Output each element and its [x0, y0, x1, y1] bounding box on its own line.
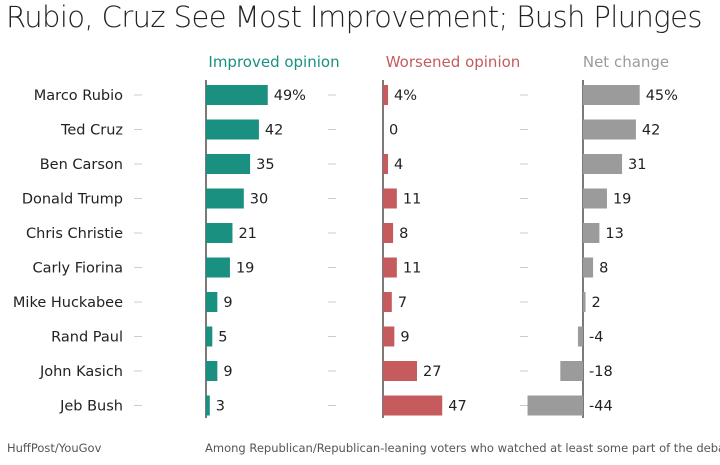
improved-header: Improved opinion: [208, 53, 339, 71]
net-bar: [577, 326, 583, 347]
net-value-label: 13: [605, 226, 623, 242]
category-label: Carly Fiorina: [33, 261, 123, 277]
net-bar: [583, 292, 586, 312]
improved-bar: [206, 119, 259, 140]
improved-bar: [206, 188, 244, 209]
net-bar: [560, 361, 583, 381]
worsened-bar: [383, 257, 397, 278]
improved-value-label: 9: [223, 364, 232, 380]
improved-value-label: 5: [218, 330, 227, 346]
footnote: Among Republican/Republican-leaning vote…: [205, 441, 720, 455]
worsened-value-label: 27: [423, 364, 441, 380]
net-header: Net change: [583, 53, 669, 71]
improved-bar: [206, 154, 251, 174]
worsened-bar: [383, 361, 418, 381]
worsened-bar: [383, 395, 443, 416]
chart-title: Rubio, Cruz See Most Improvement; Bush P…: [6, 0, 702, 34]
category-label: Chris Christie: [26, 226, 123, 242]
improved-value-label: 19: [236, 261, 254, 277]
improved-bar: [206, 223, 233, 243]
net-value-label: 42: [642, 123, 660, 139]
category-label: Ted Cruz: [60, 123, 123, 139]
improved-bar: [206, 326, 213, 347]
worsened-value-label: 4: [394, 157, 403, 173]
improved-value-label: 49%: [274, 88, 306, 104]
worsened-bar: [383, 154, 389, 174]
improved-value-label: 21: [238, 226, 256, 242]
net-value-label: 8: [599, 261, 608, 277]
net-bar: [527, 395, 583, 416]
category-label: Rand Paul: [51, 330, 123, 346]
improved-value-label: 30: [250, 192, 268, 208]
net-value-label: -4: [589, 330, 603, 346]
improved-bar: [206, 85, 268, 105]
improved-bar: [206, 292, 218, 312]
improved-value-label: 9: [223, 295, 232, 311]
improved-value-label: 35: [256, 157, 274, 173]
net-value-label: 19: [613, 192, 631, 208]
category-label: Marco Rubio: [34, 88, 123, 104]
worsened-value-label: 0: [389, 123, 398, 139]
worsened-value-label: 8: [399, 226, 408, 242]
net-value-label: 45%: [646, 88, 678, 104]
net-value-label: 2: [592, 295, 601, 311]
worsened-value-label: 47: [448, 399, 466, 415]
worsened-bar: [383, 85, 389, 105]
category-label: Jeb Bush: [59, 399, 123, 415]
net-bar: [583, 257, 594, 278]
net-value-label: -44: [589, 399, 613, 415]
worsened-header: Worsened opinion: [386, 53, 521, 71]
improved-bar: [206, 395, 210, 416]
category-label: John Kasich: [39, 364, 123, 380]
net-bar: [583, 119, 636, 140]
worsened-bar: [383, 292, 392, 312]
net-value-label: -18: [589, 364, 613, 380]
worsened-value-label: 11: [403, 261, 421, 277]
worsened-bar: [383, 326, 395, 347]
net-bar: [583, 85, 640, 105]
worsened-bar: [383, 223, 394, 243]
improved-value-label: 3: [216, 399, 225, 415]
worsened-value-label: 7: [398, 295, 407, 311]
worsened-value-label: 9: [400, 330, 409, 346]
worsened-value-label: 11: [403, 192, 421, 208]
category-label: Ben Carson: [40, 157, 123, 173]
improved-bar: [206, 361, 218, 381]
net-bar: [583, 223, 600, 243]
worsened-bar: [383, 188, 397, 209]
net-bar: [583, 154, 623, 174]
category-label: Donald Trump: [22, 192, 123, 208]
category-label: Mike Huckabee: [13, 295, 123, 311]
source-label: HuffPost/YouGov: [7, 441, 102, 455]
improved-value-label: 42: [265, 123, 283, 139]
net-value-label: 31: [628, 157, 646, 173]
improved-bar: [206, 257, 230, 278]
worsened-value-label: 4%: [394, 88, 417, 104]
net-bar: [583, 188, 607, 209]
